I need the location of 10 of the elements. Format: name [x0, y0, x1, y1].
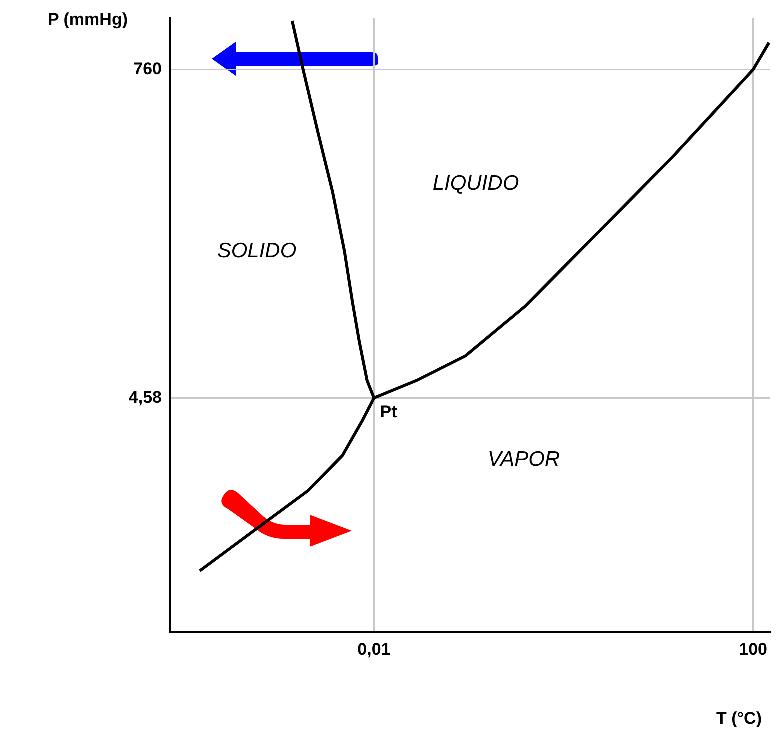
x-tick-label: 0,01: [358, 640, 391, 659]
annotation: LIQUIDO: [432, 172, 520, 195]
x-tick-label: 100: [739, 640, 768, 659]
annotation: SOLIDO: [217, 239, 297, 262]
annotation: VAPOR: [488, 448, 560, 471]
y-axis-title: P (mmHg): [48, 10, 128, 30]
y-tick-label: 4,58: [128, 388, 162, 407]
x-axis-title: T (°C): [716, 709, 762, 728]
y-tick-label: 760: [134, 60, 162, 79]
annotation: Pt: [380, 402, 398, 422]
